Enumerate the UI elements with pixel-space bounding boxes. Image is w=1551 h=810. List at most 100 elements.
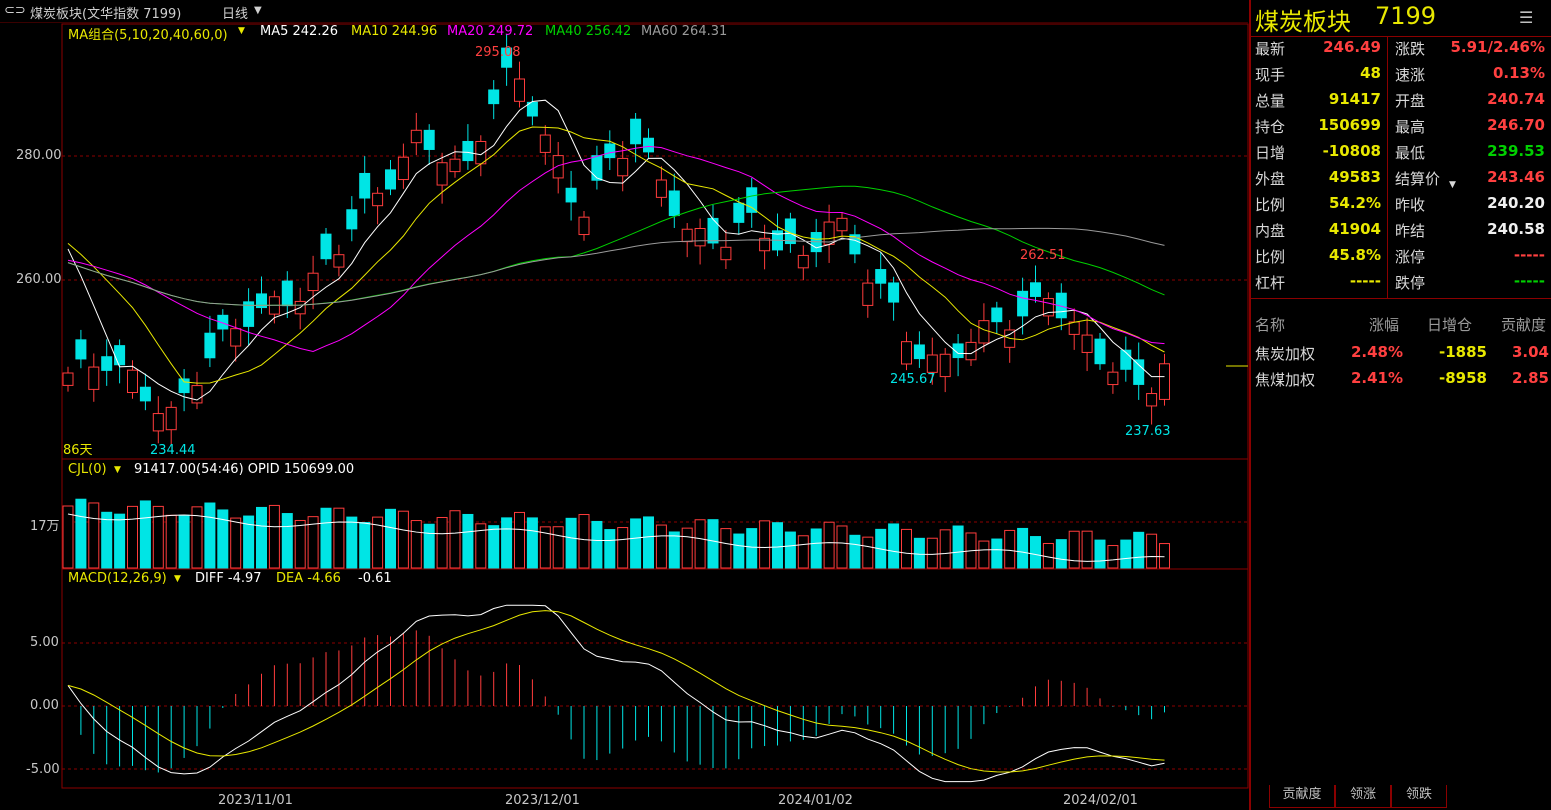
chevron-down-icon[interactable]: ▼ — [238, 26, 245, 36]
volume-bar — [746, 528, 758, 569]
candle-body — [565, 187, 577, 203]
volume-bar — [230, 517, 242, 569]
chevron-down-icon[interactable]: ▼ — [174, 574, 181, 584]
quote-value: 0.13% — [1492, 64, 1545, 82]
volume-bar — [294, 519, 306, 569]
volume-bar — [539, 526, 551, 569]
volume-bar — [643, 516, 654, 569]
link-icon[interactable]: ⊂⊃ — [4, 3, 26, 18]
ma-group-label[interactable]: MA组合(5,10,20,40,60,0) — [68, 28, 228, 43]
candle-body — [552, 155, 564, 179]
candle-body — [178, 378, 190, 394]
ma20-line — [67, 145, 1165, 353]
volume-label[interactable]: CJL(0) — [68, 462, 107, 477]
chart-area[interactable] — [0, 22, 1249, 810]
volume-bar — [604, 529, 616, 569]
candle-body — [913, 344, 925, 360]
volume-bar — [501, 517, 513, 569]
quote-key: 跌停 — [1395, 274, 1426, 292]
quote-value: 240.58 — [1487, 220, 1545, 238]
volume-bar — [127, 505, 138, 569]
quote-value: 41904 — [1328, 220, 1381, 238]
candle-body — [1107, 371, 1119, 386]
volume-bar — [836, 525, 848, 569]
volume-bar — [333, 507, 345, 569]
candle-body — [655, 179, 667, 198]
candle-body — [952, 343, 964, 359]
ma5-value: MA5 242.26 — [260, 24, 338, 39]
macd-label[interactable]: MACD(12,26,9) — [68, 571, 167, 586]
volume-bar — [668, 531, 680, 569]
volume-bar — [1107, 545, 1119, 569]
volume-bar — [823, 521, 835, 569]
quote-key: 杠杆 — [1255, 274, 1286, 292]
volume-bar — [926, 537, 938, 569]
volume-bar — [578, 514, 590, 569]
volume-bar — [475, 523, 487, 569]
chevron-down-icon[interactable]: ▼ — [114, 465, 121, 475]
candle-body — [862, 282, 874, 306]
volume-bar — [268, 504, 280, 569]
volume-bar — [694, 519, 706, 569]
candle-body — [88, 366, 100, 390]
chevron-down-icon[interactable]: ▼ — [254, 5, 262, 16]
volume-bar — [436, 516, 448, 569]
chart-title-bar: ⊂⊃ 煤炭板块(文华指数 7199) 日线 ▼ — [0, 0, 1248, 23]
candle-body — [733, 202, 745, 223]
volume-bar — [320, 507, 332, 569]
candle-body — [836, 217, 848, 232]
candle-body — [385, 169, 396, 190]
candle-body — [888, 282, 900, 303]
volume-bar — [462, 513, 474, 569]
quote-key: 最新 — [1255, 40, 1286, 58]
volume-bar — [1133, 531, 1145, 569]
candle-body — [307, 272, 319, 292]
period-selector[interactable]: 日线 — [222, 7, 249, 22]
candle-body — [1017, 290, 1029, 317]
diff-line — [67, 604, 1165, 783]
candle-body — [1042, 298, 1054, 317]
tab-contribution[interactable]: 贡献度 — [1269, 785, 1335, 808]
volume-bar — [772, 522, 783, 569]
quote-key: 比例 — [1255, 196, 1286, 214]
candle-body — [501, 47, 513, 68]
quote-title: 煤炭板块 — [1255, 8, 1351, 36]
ma20-value: MA20 249.72 — [447, 24, 534, 39]
volume-bar — [733, 533, 745, 569]
candle-body — [978, 320, 990, 344]
quote-key: 最低 — [1395, 144, 1426, 162]
candle-body — [591, 155, 603, 181]
macd-y-tick-0: 0.00 — [30, 698, 59, 713]
list-menu-icon[interactable]: ☰ — [1519, 8, 1534, 27]
candle-body — [152, 413, 164, 432]
candle-body — [462, 140, 474, 162]
quote-key: 结算价 — [1395, 170, 1441, 188]
comp-contrib: 2.85 — [1511, 369, 1549, 387]
quote-value: 54.2% — [1328, 194, 1381, 212]
tab-top-losers[interactable]: 领跌 — [1391, 785, 1447, 808]
volume-bar — [952, 525, 964, 569]
volume-bar — [75, 498, 87, 569]
x-tick-4: 2024/02/01 — [1063, 793, 1138, 808]
dea-line — [67, 610, 1165, 773]
ma60-line — [67, 227, 1165, 306]
volume-bar — [346, 516, 358, 569]
candle-body — [139, 386, 151, 402]
candle-body — [423, 129, 435, 150]
volume-bar — [1004, 529, 1016, 569]
main-panel-frame — [61, 23, 1249, 460]
volume-bar — [114, 513, 126, 569]
candle-body — [488, 89, 500, 105]
quote-value: ----- — [1513, 272, 1545, 290]
quote-value: 150699 — [1318, 116, 1381, 134]
chevron-down-icon[interactable]: ▼ — [1449, 180, 1456, 190]
volume-bar — [720, 528, 732, 569]
quote-key: 总量 — [1255, 92, 1286, 110]
volume-bar — [991, 538, 1003, 569]
tab-top-gainers[interactable]: 领涨 — [1335, 785, 1391, 808]
quote-key: 涨停 — [1395, 248, 1426, 266]
candle-body — [1068, 321, 1080, 335]
volume-bar — [784, 531, 796, 569]
quote-key: 昨结 — [1395, 222, 1426, 240]
volume-bar — [307, 516, 319, 569]
